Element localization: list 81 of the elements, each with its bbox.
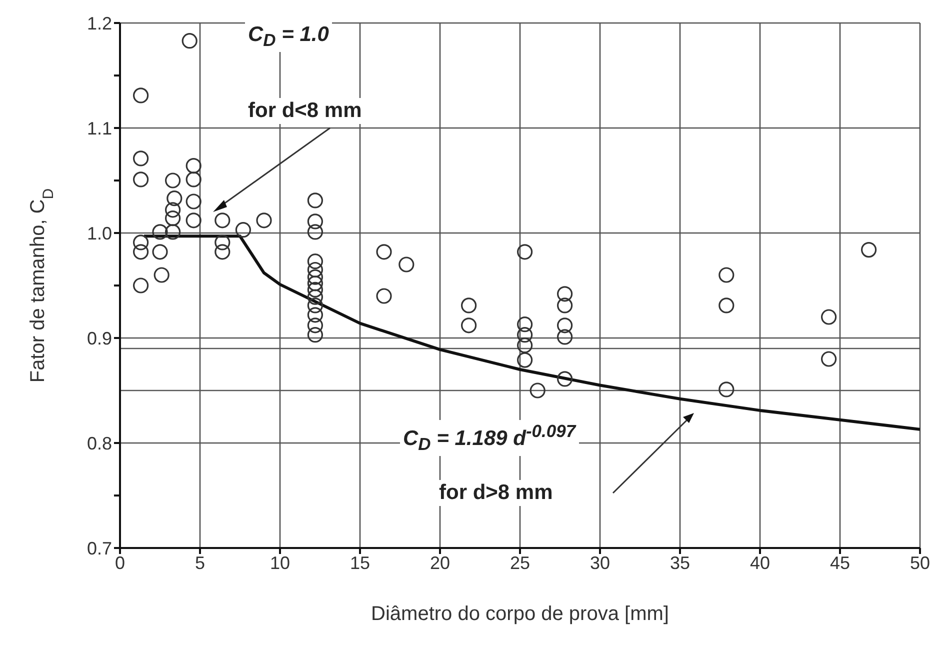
x-tick-label: 20: [430, 552, 450, 573]
annotation: for d<8 mm: [245, 98, 365, 124]
point: [557, 298, 573, 314]
x-tick-label: 35: [670, 552, 690, 573]
point: [186, 158, 202, 174]
y-tick-label: 1.1: [86, 118, 112, 138]
point: [165, 210, 181, 226]
point: [821, 309, 837, 325]
point: [133, 88, 149, 104]
x-tick-label: 25: [510, 552, 530, 573]
x-tick-label: 0: [114, 552, 126, 573]
annotation: C$_{D}$ = 1.0: [245, 22, 332, 52]
point: [307, 276, 323, 292]
y-tick-label: 0.8: [86, 433, 112, 454]
point: [557, 318, 573, 334]
point: [182, 33, 198, 49]
point: [307, 318, 323, 334]
point: [133, 150, 149, 166]
point: [861, 242, 877, 258]
point: [307, 214, 323, 230]
point: [376, 244, 392, 260]
x-tick-label: 15: [350, 552, 370, 573]
point: [307, 289, 323, 305]
point: [517, 327, 533, 343]
x-tick-label: 45: [830, 552, 850, 573]
point: [398, 256, 414, 272]
point: [133, 234, 149, 250]
point: [557, 329, 573, 345]
point: [165, 172, 181, 188]
point: [307, 254, 323, 270]
point: [307, 192, 323, 208]
point: [152, 224, 168, 240]
x-tick-label: 10: [270, 552, 290, 573]
point: [133, 172, 149, 188]
point: [214, 212, 230, 228]
y-tick-label: 1.0: [86, 223, 112, 244]
point: [186, 172, 202, 188]
point: [133, 244, 149, 260]
x-tick-label: 30: [590, 552, 610, 573]
point: [307, 298, 323, 314]
point: [821, 351, 837, 367]
point: [718, 267, 734, 283]
point: [517, 244, 533, 260]
point: [557, 286, 573, 302]
point: [517, 316, 533, 332]
point: [307, 224, 323, 240]
annotation: C$_{D}$ = 1.189 d$^{-0.097}$: [400, 420, 579, 456]
point: [133, 278, 149, 294]
point: [256, 212, 272, 228]
x-tick-label: 40: [750, 552, 770, 573]
point: [461, 298, 477, 314]
point: [307, 269, 323, 285]
point: [718, 382, 734, 398]
point: [166, 190, 182, 206]
x-tick-label: 5: [194, 552, 206, 573]
point: [461, 318, 477, 334]
point: [186, 194, 202, 210]
point: [235, 222, 251, 238]
point: [186, 212, 202, 228]
annotation: for d>8 mm: [436, 480, 556, 506]
point: [165, 224, 181, 240]
point: [376, 288, 392, 304]
point: [152, 244, 168, 260]
y-tick-label: 0.7: [86, 538, 112, 558]
point: [517, 338, 533, 354]
point: [718, 298, 734, 314]
point: [214, 244, 230, 260]
point: [307, 307, 323, 323]
point: [307, 262, 323, 278]
x-tick-label: 50: [910, 552, 930, 573]
x-axis-title: Diâmetro do corpo de prova [mm]: [371, 603, 669, 625]
point: [557, 371, 573, 387]
point: [214, 234, 230, 250]
point: [165, 202, 181, 218]
point: [530, 382, 546, 398]
y-tick-label: 1.2: [86, 13, 112, 34]
point: [307, 327, 323, 343]
point: [154, 267, 170, 283]
point: [517, 352, 533, 368]
point: [307, 282, 323, 298]
y-tick-label: 0.9: [86, 328, 112, 348]
